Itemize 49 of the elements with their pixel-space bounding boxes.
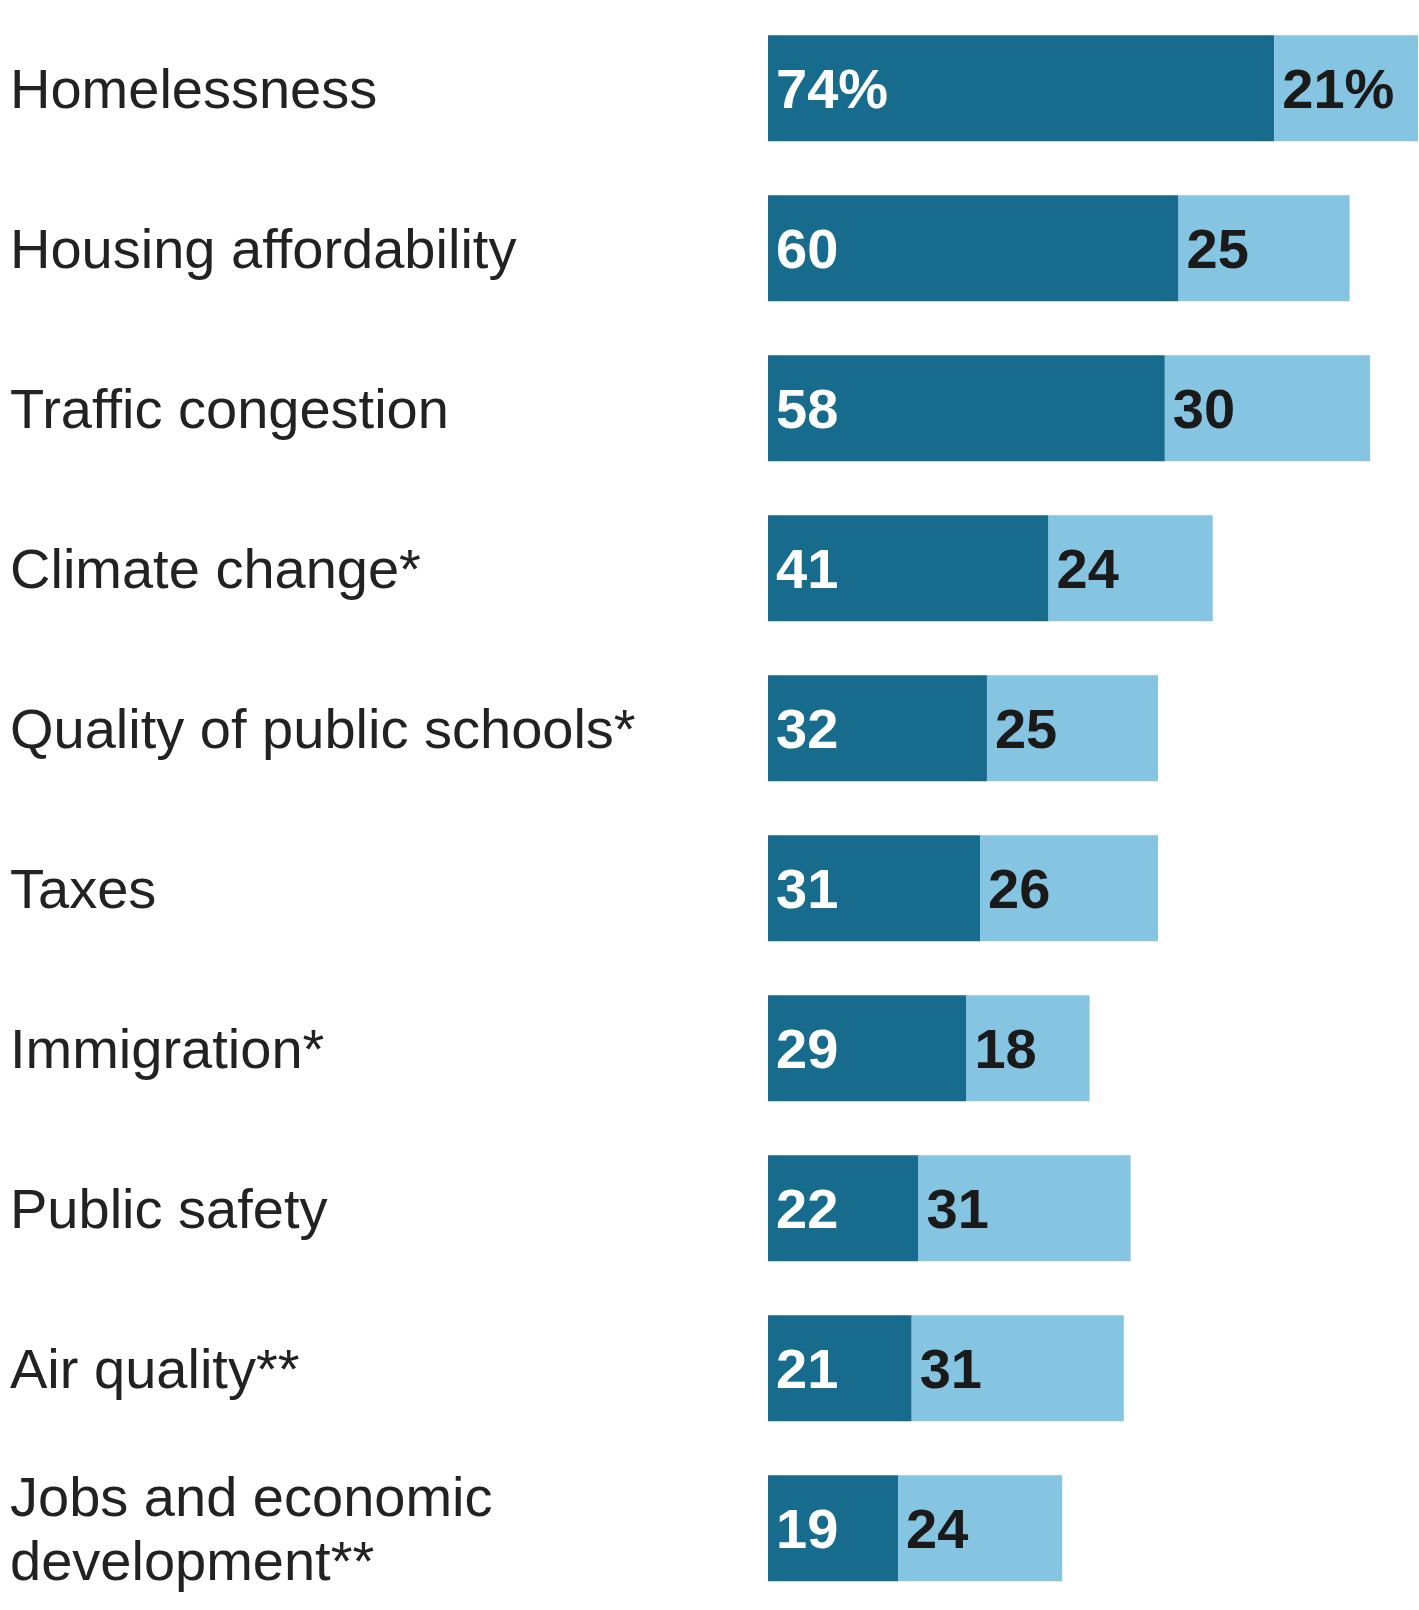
- bar: [768, 195, 1179, 302]
- bar: [768, 1315, 912, 1422]
- y-tick-label: Housing affordability: [10, 216, 517, 280]
- bar: [768, 515, 1049, 622]
- bar: [768, 1475, 898, 1582]
- data-label: 25: [1186, 216, 1249, 280]
- data-label: 21%: [1282, 56, 1395, 120]
- y-tick-label: Traffic congestion: [10, 376, 449, 440]
- data-label: 41: [776, 536, 839, 600]
- data-label: 24: [906, 1496, 969, 1560]
- data-label: 32: [776, 696, 839, 760]
- y-tick-label: Jobs and economic development**: [10, 1464, 493, 1592]
- y-tick-label: Quality of public schools*: [10, 696, 636, 760]
- bar: [768, 1155, 919, 1262]
- data-label: 21: [776, 1336, 839, 1400]
- bar: [768, 355, 1165, 462]
- data-label: 58: [776, 376, 839, 440]
- data-label: 31: [926, 1176, 989, 1240]
- y-tick-label: Climate change*: [10, 536, 421, 600]
- bar: [986, 675, 1158, 782]
- data-label: 22: [776, 1176, 839, 1240]
- bar: [918, 1155, 1131, 1262]
- bar: [898, 1475, 1063, 1582]
- data-label: 60: [776, 216, 839, 280]
- bar: [911, 1315, 1124, 1422]
- data-label: 24: [1056, 536, 1119, 600]
- bar: [768, 835, 981, 942]
- bar: [1164, 355, 1371, 462]
- data-label: 26: [988, 856, 1051, 920]
- bar: [1048, 515, 1213, 622]
- data-label: 18: [974, 1016, 1037, 1080]
- bar: [768, 35, 1275, 142]
- data-label: 19: [776, 1496, 839, 1560]
- data-label: 25: [994, 696, 1058, 760]
- data-label: 31: [776, 856, 839, 920]
- data-label: 74%: [776, 56, 889, 120]
- data-label: 29: [776, 1016, 839, 1080]
- y-tick-label: Homelessness: [10, 56, 378, 120]
- bar: [966, 995, 1090, 1102]
- y-tick-label: Air quality**: [10, 1336, 300, 1400]
- bar: [980, 835, 1158, 942]
- bar: [1178, 195, 1350, 302]
- y-tick-label: Public safety: [10, 1176, 328, 1240]
- y-tick-label: Taxes: [10, 856, 157, 920]
- data-label: 31: [919, 1336, 982, 1400]
- y-tick-label: Immigration*: [10, 1016, 325, 1080]
- bar: [768, 995, 967, 1102]
- data-label: 30: [1172, 376, 1236, 440]
- bar: [768, 675, 987, 782]
